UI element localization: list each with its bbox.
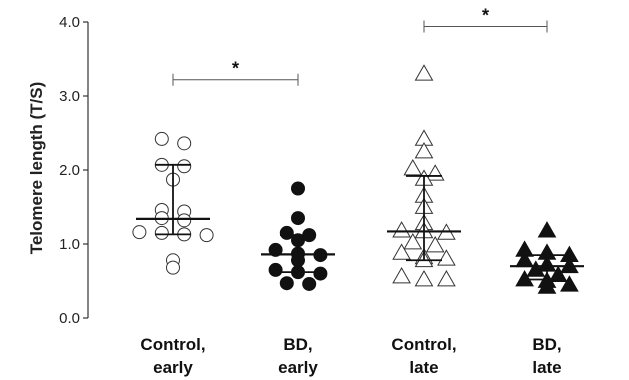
category-label-line1: BD, bbox=[532, 335, 561, 354]
significance-star: * bbox=[482, 5, 489, 25]
y-tick-label: 0.0 bbox=[59, 310, 80, 327]
median-iqr bbox=[510, 254, 584, 281]
category-label-line1: BD, bbox=[283, 335, 312, 354]
data-point bbox=[132, 225, 147, 240]
category-label-line2: late bbox=[409, 358, 438, 377]
median-iqr bbox=[136, 163, 210, 236]
median-iqr bbox=[387, 175, 461, 262]
data-point bbox=[425, 235, 445, 253]
data-point bbox=[392, 243, 411, 260]
data-point bbox=[437, 270, 456, 287]
data-point bbox=[414, 270, 434, 287]
data-point bbox=[414, 64, 434, 81]
category-label-line2: early bbox=[153, 358, 193, 377]
data-point bbox=[177, 213, 192, 228]
data-point bbox=[166, 260, 180, 275]
data-point bbox=[291, 181, 305, 196]
category-label-line2: early bbox=[278, 358, 318, 377]
median-iqr-bars bbox=[136, 163, 584, 281]
category-label-line1: Control, bbox=[140, 335, 205, 354]
data-point bbox=[515, 270, 534, 287]
y-axis: 0.0 1.0 2.0 3.0 4.0 bbox=[59, 14, 89, 327]
data-point bbox=[268, 262, 283, 277]
significance-brackets: ** bbox=[172, 5, 548, 86]
data-point bbox=[425, 164, 445, 181]
data-point bbox=[548, 265, 568, 282]
category-label-line1: Control, bbox=[391, 335, 456, 354]
significance-star: * bbox=[232, 59, 239, 79]
data-point bbox=[199, 228, 214, 243]
data-point bbox=[268, 242, 283, 257]
data-point bbox=[537, 277, 557, 294]
y-tick-label: 3.0 bbox=[59, 88, 80, 105]
data-point bbox=[437, 249, 456, 266]
category-label-line2: late bbox=[532, 358, 561, 377]
data-point bbox=[177, 159, 192, 174]
data-point bbox=[392, 221, 411, 238]
data-point bbox=[154, 225, 169, 240]
x-category-labels: Control, early BD, early Control, late BD, late bbox=[140, 335, 561, 377]
data-point bbox=[291, 211, 305, 226]
data-point bbox=[279, 276, 294, 291]
data-point bbox=[414, 141, 434, 159]
data-point bbox=[313, 266, 328, 281]
data-point bbox=[177, 136, 192, 151]
y-tick-label: 2.0 bbox=[59, 162, 80, 179]
data-point bbox=[537, 221, 557, 238]
y-tick-label: 1.0 bbox=[59, 236, 80, 253]
significance-bracket: * bbox=[172, 59, 299, 86]
data-point bbox=[302, 276, 317, 291]
significance-bracket: * bbox=[423, 5, 548, 33]
data-point bbox=[403, 159, 423, 176]
data-point bbox=[392, 267, 411, 284]
data-point bbox=[526, 260, 546, 277]
data-point bbox=[279, 225, 294, 240]
y-axis-label: Telomere length (T/S) bbox=[27, 82, 46, 255]
data-point bbox=[560, 275, 579, 292]
data-points bbox=[132, 64, 579, 294]
data-point bbox=[403, 233, 423, 250]
data-point bbox=[154, 131, 169, 146]
median-iqr bbox=[261, 234, 335, 274]
y-tick-label: 4.0 bbox=[59, 14, 80, 31]
